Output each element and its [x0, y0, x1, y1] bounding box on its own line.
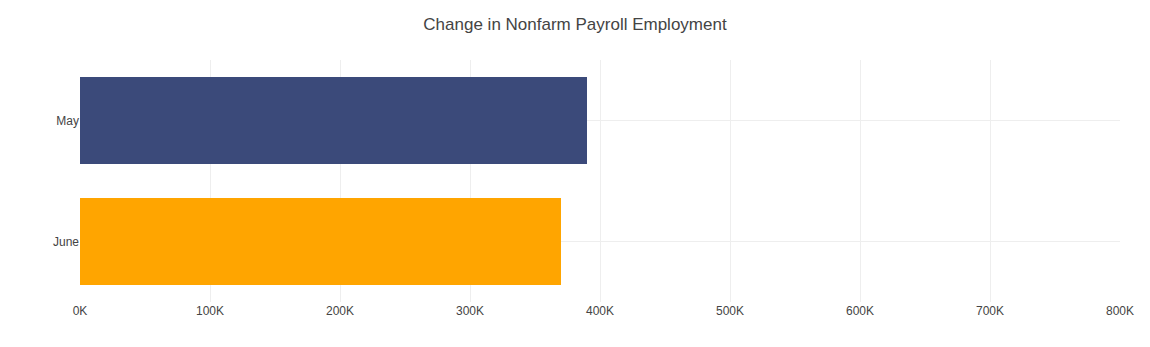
svg-text:800K: 800K: [1106, 304, 1134, 318]
svg-text:200K: 200K: [326, 304, 354, 318]
svg-text:100K: 100K: [196, 304, 224, 318]
svg-text:0K: 0K: [73, 304, 88, 318]
svg-text:Change in Nonfarm Payroll Empl: Change in Nonfarm Payroll Employment: [423, 15, 727, 34]
svg-text:300K: 300K: [456, 304, 484, 318]
svg-text:May: May: [56, 114, 79, 128]
svg-text:June: June: [53, 235, 79, 249]
svg-text:500K: 500K: [716, 304, 744, 318]
svg-text:700K: 700K: [976, 304, 1004, 318]
svg-text:600K: 600K: [846, 304, 874, 318]
svg-text:400K: 400K: [586, 304, 614, 318]
